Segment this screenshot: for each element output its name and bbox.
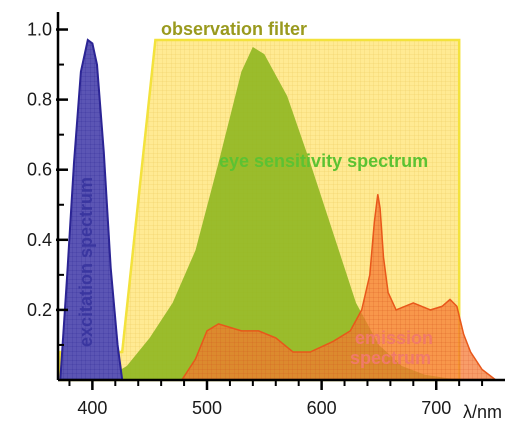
excitation-spectrum-label: excitation spectrum (76, 177, 96, 347)
x-tick-label-600: 600 (307, 398, 337, 418)
excitation-spectrum-outline (59, 38, 124, 381)
y-tick-label-4: 1.0 (27, 20, 52, 40)
x-axis-unit-label: λ/nm (463, 402, 502, 422)
x-tick-label-500: 500 (192, 398, 222, 418)
axis-ticks: 400 500 600 700 0.2 0.4 0.6 0.8 1.0 (27, 20, 484, 418)
emission-spectrum-label-line-1: emission (355, 328, 433, 348)
emission-spectrum-grid (181, 194, 496, 380)
y-tick-label-3: 0.8 (27, 90, 52, 110)
x-tick-label-700: 700 (421, 398, 451, 418)
plot-area (59, 38, 499, 382)
y-tick-label-2: 0.6 (27, 160, 52, 180)
y-tick-label-0: 0.2 (27, 300, 52, 320)
y-tick-label-1: 0.4 (27, 230, 52, 250)
axes (56, 12, 505, 382)
eye-sensitivity-area (103, 47, 460, 380)
x-tick-label-400: 400 (77, 398, 107, 418)
excitation-spectrum-grid (60, 40, 123, 380)
eye-sensitivity-label: eye sensitivity spectrum (219, 151, 428, 171)
emission-spectrum-label-line-2: spectrum (350, 348, 431, 368)
emission-spectrum-outline (180, 194, 499, 381)
observation-filter-label: observation filter (161, 19, 307, 39)
